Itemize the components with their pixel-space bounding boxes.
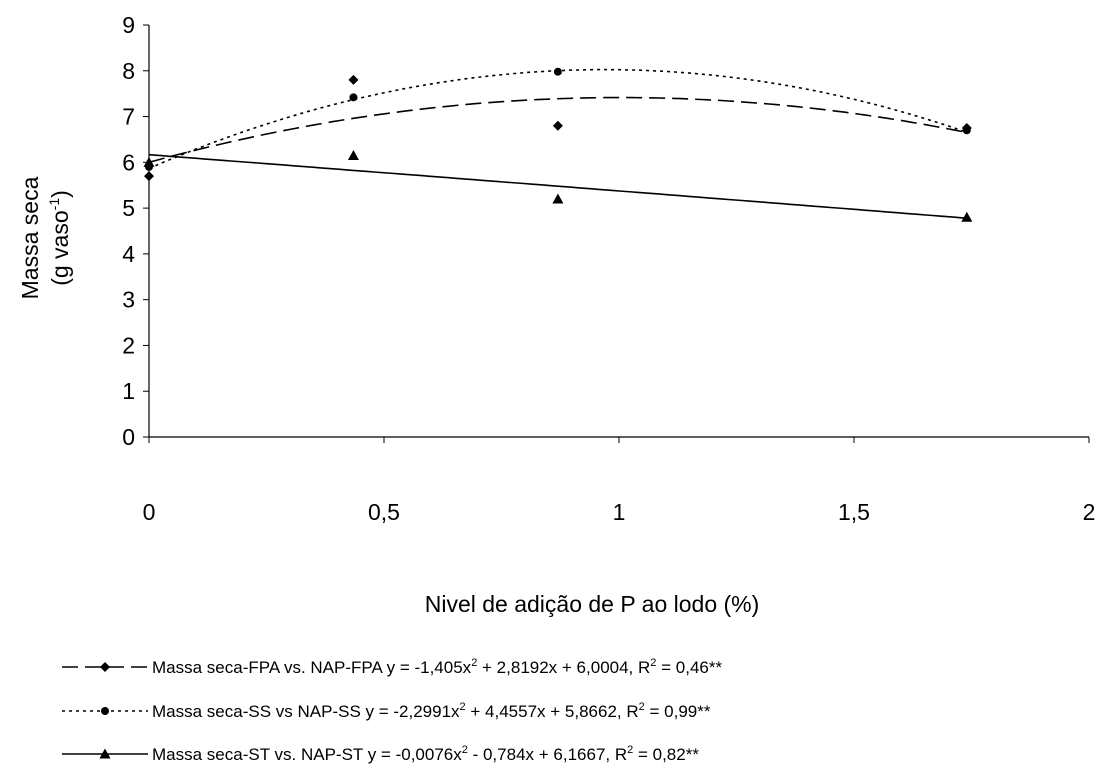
data-point-series-3: [552, 193, 564, 204]
y-axis-units-suffix: ): [47, 190, 73, 198]
data-markers: [143, 67, 973, 222]
y-tick-label: 1: [122, 378, 135, 404]
legend-text-part: + 4,4557x + 5,8662, R: [466, 702, 639, 721]
axes: 0 1 2 3 4 5 6 7 8 9 0 0,5 1 1,5 2: [122, 12, 1095, 525]
legend-entry-1: Massa seca-FPA vs. NAP-FPA y = -1,405x2 …: [152, 657, 722, 677]
legend-text-part: = 0,46**: [656, 658, 722, 677]
legend-swatch-marker-1: [100, 662, 110, 672]
data-point-series-3: [347, 149, 359, 160]
legend-swatch-marker-2: [101, 707, 109, 715]
x-tick-label: 0,5: [368, 499, 400, 525]
data-point-series-3: [961, 211, 973, 222]
legend-text-part: - 0,784x + 6,1667, R: [468, 745, 627, 764]
legend-entry-2: Massa seca-SS vs NAP-SS y = -2,2991x2 + …: [152, 701, 711, 721]
y-tick-label: 3: [122, 287, 135, 313]
y-tick-label: 7: [122, 104, 135, 130]
y-axis-units-exponent: -1: [46, 198, 62, 211]
y-axis-units: (g vaso-1): [46, 190, 73, 286]
fit-line-1: [148, 96, 967, 164]
legend-superscript: 2: [650, 657, 656, 669]
legend-text-part: = 0,82**: [633, 745, 699, 764]
data-point-series-2: [349, 93, 358, 102]
data-point-series-2: [962, 126, 971, 135]
x-axis-title: Nivel de adição de P ao lodo (%): [425, 591, 760, 617]
fit-line-3: [148, 153, 967, 219]
legend-text-part: Massa seca-ST vs. NAP-ST y = -0,0076x: [152, 745, 462, 764]
data-point-series-1: [144, 171, 154, 182]
fit-line-2: [148, 68, 968, 170]
data-point-series-1: [552, 120, 563, 131]
legend-text-part: Massa seca-SS vs NAP-SS y = -2,2991x: [152, 702, 460, 721]
legend: Massa seca-FPA vs. NAP-FPA y = -1,405x2 …: [62, 657, 722, 764]
y-tick-label: 2: [122, 332, 135, 358]
legend-superscript: 2: [627, 744, 633, 756]
data-point-series-1: [348, 74, 359, 85]
x-tick-label: 0: [143, 499, 156, 525]
y-tick-label: 6: [122, 149, 135, 175]
data-point-series-2: [553, 67, 562, 76]
legend-superscript: 2: [462, 744, 468, 756]
legend-superscript: 2: [460, 701, 466, 713]
data-point-series-3: [143, 156, 155, 167]
legend-superscript: 2: [639, 701, 645, 713]
x-tick-label: 2: [1083, 499, 1096, 525]
legend-text-part: = 0,99**: [645, 702, 711, 721]
y-axis-units-prefix: (g vaso: [47, 210, 73, 285]
y-tick-label: 9: [122, 12, 135, 38]
x-tick-label: 1,5: [838, 499, 870, 525]
legend-swatch-marker-3: [99, 748, 111, 759]
legend-entry-3: Massa seca-ST vs. NAP-ST y = -0,0076x2 -…: [152, 744, 699, 764]
y-tick-label: 0: [122, 424, 135, 450]
x-tick-label: 1: [613, 499, 626, 525]
y-tick-label: 5: [122, 195, 135, 221]
legend-text-part: Massa seca-FPA vs. NAP-FPA y = -1,405x: [152, 658, 472, 677]
y-tick-label: 4: [122, 241, 135, 267]
legend-text-part: + 2,8192x + 6,0004, R: [477, 658, 650, 677]
y-axis-title: Massa seca: [17, 176, 43, 299]
y-tick-label: 8: [122, 58, 135, 84]
legend-superscript: 2: [471, 657, 477, 669]
